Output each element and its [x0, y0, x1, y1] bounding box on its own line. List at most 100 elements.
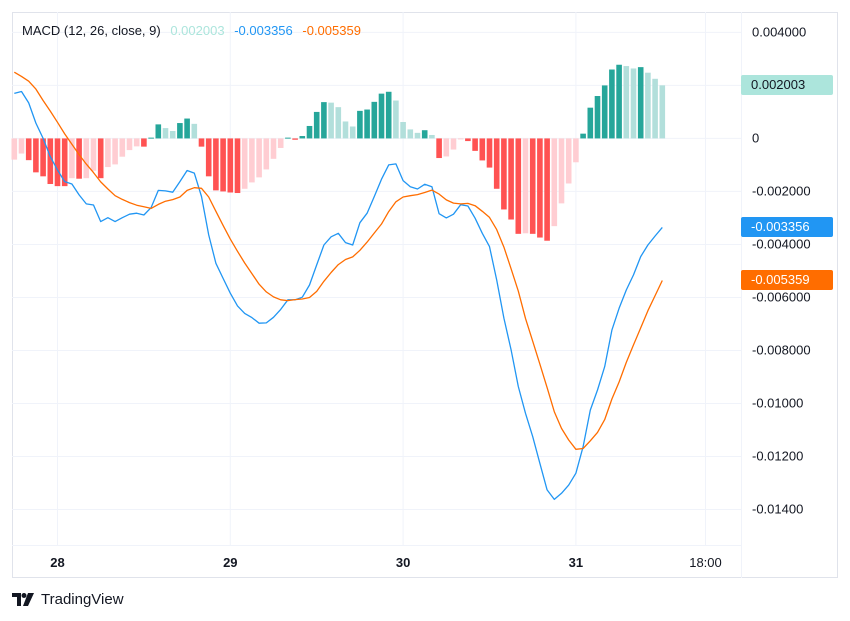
histogram-bar [537, 138, 543, 238]
histogram-bar [342, 121, 349, 139]
histogram-bar [33, 138, 39, 173]
histogram-bar [645, 72, 651, 139]
histogram-bar [227, 138, 234, 193]
histogram-bar [126, 138, 133, 151]
histogram-bar [241, 138, 248, 189]
histogram-bar [162, 128, 169, 139]
histogram-bar [169, 131, 176, 139]
histogram-bar [652, 78, 658, 139]
histogram-bar [573, 138, 579, 163]
histogram-bar [220, 138, 226, 192]
histogram-bar [177, 123, 183, 139]
signal-price-badge: -0.005359 [741, 270, 833, 291]
histogram-bar [270, 138, 277, 159]
histogram-bar [623, 66, 630, 139]
histogram-bar [40, 138, 46, 177]
price-axis-label: -0.004000 [752, 236, 811, 252]
histogram-bar [83, 138, 90, 179]
time-axis-label: 28 [50, 555, 65, 570]
histogram-bar [205, 138, 212, 177]
histogram-bar [378, 93, 385, 139]
price-axis-label: -0.006000 [752, 289, 811, 305]
histogram-bar [429, 134, 435, 139]
price-axis-label: -0.01000 [752, 395, 804, 411]
histogram-bar [112, 138, 118, 165]
histogram-price-badge: 0.002003 [741, 75, 833, 96]
histogram-bar [61, 138, 68, 187]
histogram-bar [616, 64, 622, 139]
histogram-bar [371, 101, 378, 139]
histogram-bar [630, 68, 637, 139]
chart-frame [12, 12, 838, 578]
price-axis-label: 0 [752, 130, 760, 146]
histogram-bar [349, 126, 356, 139]
histogram-bar [249, 138, 255, 183]
histogram-bar [292, 138, 298, 140]
histogram-bar [414, 132, 421, 139]
histogram-bar [306, 125, 313, 139]
histogram-bar [407, 129, 414, 139]
signal-line [13, 71, 663, 450]
histogram-bar [400, 121, 406, 139]
histogram-bar [594, 96, 601, 139]
histogram-bar [191, 123, 198, 139]
price-axis-label: -0.01200 [752, 448, 804, 464]
histogram-bar [234, 138, 241, 194]
histogram-bar [587, 107, 594, 139]
histogram-bar [522, 138, 529, 234]
macd-histogram [11, 64, 666, 241]
price-axis-label: -0.01400 [752, 501, 804, 517]
time-axis-label: 31 [568, 555, 584, 570]
histogram-bar [609, 69, 615, 139]
histogram-bar [450, 138, 457, 150]
histogram-bar [148, 137, 154, 139]
histogram-bar [335, 107, 342, 139]
histogram-bar [486, 138, 493, 168]
histogram-bar [565, 138, 572, 184]
histogram-bar [357, 110, 363, 139]
histogram-bar [393, 100, 399, 139]
histogram-bar [659, 85, 666, 139]
histogram-bar [529, 138, 536, 234]
histogram-bar [436, 138, 442, 159]
price-axis-label: -0.002000 [752, 183, 811, 199]
macd-lines [13, 71, 663, 501]
histogram-bar [155, 124, 162, 139]
histogram-bar [544, 138, 550, 241]
histogram-bar [501, 138, 507, 210]
histogram-bar [443, 138, 450, 157]
histogram-bar [105, 138, 111, 168]
histogram-bar [11, 138, 18, 160]
indicator-legend[interactable]: MACD (12, 26, close, 9) 0.002003 -0.0033… [22, 23, 367, 38]
histogram-bar [479, 138, 486, 161]
histogram-bar [76, 138, 82, 179]
histogram-bar [213, 138, 219, 191]
histogram-bar [47, 138, 54, 185]
histogram-bar [328, 102, 334, 139]
macd-price-badge: -0.003356 [741, 217, 833, 238]
legend-signal-value: -0.005359 [302, 23, 361, 38]
legend-histogram-value: 0.002003 [170, 23, 225, 38]
legend-macd-value: -0.003356 [234, 23, 293, 38]
histogram-bar [558, 138, 565, 204]
macd-line [14, 90, 663, 501]
histogram-bar [119, 138, 126, 157]
histogram-bar [313, 111, 320, 139]
histogram-bar [141, 138, 147, 147]
histogram-bar [364, 109, 370, 139]
time-axis-label: 30 [395, 555, 411, 570]
tradingview-logo[interactable]: TradingView [12, 591, 124, 608]
histogram-bar [551, 138, 558, 227]
tradingview-logo-icon [12, 593, 34, 606]
histogram-bar [515, 138, 522, 234]
histogram-bar [321, 102, 327, 139]
legend-title: MACD (12, 26, close, 9) [22, 23, 161, 38]
histogram-bar [263, 138, 270, 170]
histogram-bar [133, 138, 140, 147]
time-axis-label: 29 [223, 555, 238, 570]
histogram-bar [580, 133, 586, 139]
histogram-bar [493, 138, 500, 189]
histogram-bar [198, 138, 205, 147]
time-axis-label: 18:00 [689, 555, 722, 570]
